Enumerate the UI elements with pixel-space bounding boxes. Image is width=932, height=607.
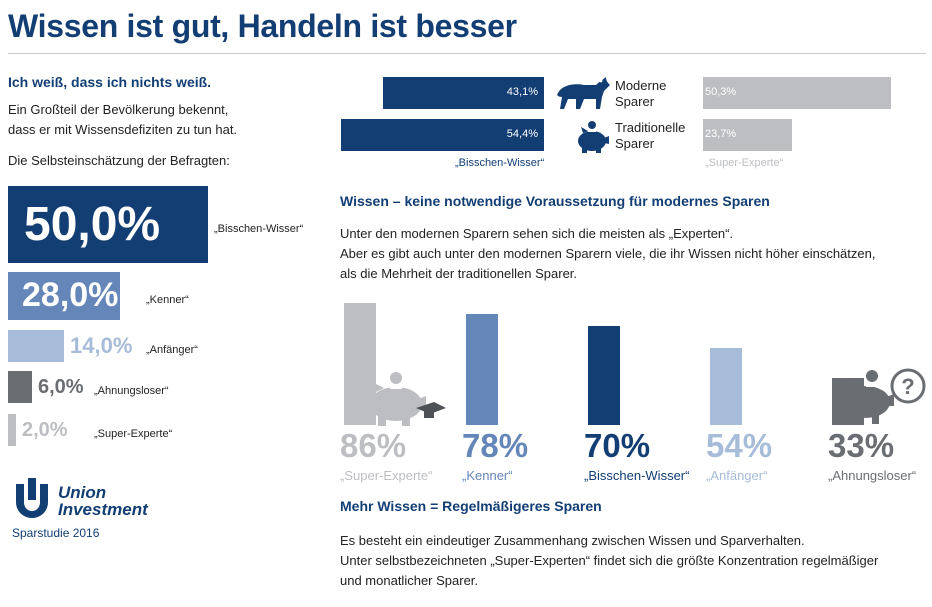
- intro-text-line2: dass er mit Wissensdefiziten zu tun hat.: [8, 122, 238, 137]
- vertical-bar-3: [710, 348, 742, 425]
- compare-value-right-1: 23,7%: [705, 128, 737, 140]
- compare-series-label-0: „Bisschen-Wisser“: [455, 157, 545, 169]
- compare-value-right-0: 50,3%: [705, 86, 737, 98]
- intro-text-line1: Ein Großteil der Bevölkerung bekennt,: [8, 102, 229, 117]
- section-mehr-line2: Unter selbstbezeichneten „Super-Experten…: [340, 553, 879, 568]
- vertical-value-3: 54%: [706, 427, 773, 464]
- section-mehr-heading: Mehr Wissen = Regelmäßigeres Sparen: [340, 498, 602, 514]
- section-mehr-line3: und monatlicher Sparer.: [340, 573, 479, 588]
- piggy-question-icon: ?: [842, 368, 926, 424]
- svg-text:?: ?: [901, 374, 914, 399]
- vertical-label-0: „Super-Experte“: [340, 468, 433, 483]
- section-wissen-line3: als die Mehrheit der traditionellen Spar…: [340, 266, 578, 281]
- vertical-label-4: „Ahnungsloser“: [828, 468, 917, 483]
- compare-bar-left-1: [340, 119, 544, 151]
- section-wissen-line1: Unter den modernen Sparern sehen sich di…: [340, 226, 734, 241]
- self-value-4: 2,0%: [22, 418, 68, 441]
- union-investment-logo: [16, 478, 48, 518]
- page-title: Wissen ist gut, Handeln ist besser: [8, 8, 517, 44]
- vertical-value-2: 70%: [584, 427, 651, 464]
- section-wissen-line2: Aber es gibt auch unter den modernen Spa…: [340, 246, 876, 261]
- compare-series-label-1: „Super-Experte“: [705, 157, 784, 169]
- piggy-bank-icon: [578, 121, 609, 153]
- self-bar-0: [8, 186, 208, 263]
- self-bar-3: [8, 371, 32, 403]
- section-wissen-heading: Wissen – keine notwendige Voraussetzung …: [340, 193, 770, 209]
- compare-group-line2-0: Sparer: [615, 94, 655, 109]
- section-mehr-line1: Es besteht ein eindeutiger Zusammenhang …: [340, 533, 805, 548]
- compare-bar-right-0: [703, 77, 892, 109]
- vertical-value-1: 78%: [462, 427, 529, 464]
- vertical-value-4: 33%: [828, 427, 895, 464]
- vertical-bar-1: [466, 314, 498, 425]
- compare-bar-left-0: [382, 77, 544, 109]
- compare-value-left-1: 54,4%: [506, 128, 538, 140]
- vertical-label-3: „Anfänger“: [706, 468, 768, 483]
- self-bar-2: [8, 330, 64, 362]
- brand-name-line1: Union: [58, 483, 107, 502]
- self-value-3: 6,0%: [38, 375, 84, 398]
- self-label-0: „Bisschen-Wisser“: [214, 222, 304, 235]
- brand-name-line2: Investment: [58, 500, 148, 519]
- intro-question: Die Selbsteinschätzung der Befragten:: [8, 153, 230, 168]
- compare-value-left-0: 43,1%: [506, 86, 538, 98]
- compare-group-line1-0: Moderne: [615, 78, 667, 93]
- self-bar-4: [8, 414, 16, 446]
- bull-icon: [557, 77, 610, 109]
- self-value-0: 50,0%: [24, 197, 161, 251]
- self-label-2: „Anfänger“: [146, 344, 198, 356]
- compare-group-line1-1: Traditionelle: [615, 120, 686, 135]
- self-label-4: „Super-Experte“: [94, 428, 173, 440]
- self-bar-1: [8, 272, 120, 320]
- self-value-1: 28,0%: [22, 276, 119, 315]
- compare-bar-right-1: [703, 119, 792, 151]
- vertical-label-2: „Bisschen-Wisser“: [584, 468, 690, 483]
- self-label-1: „Kenner“: [146, 294, 189, 306]
- intro-heading: Ich weiß, dass ich nichts weiß.: [8, 74, 212, 90]
- self-value-2: 14,0%: [70, 333, 133, 359]
- vertical-value-0: 86%: [340, 427, 407, 464]
- compare-group-line2-1: Sparer: [615, 136, 655, 151]
- vertical-label-1: „Kenner“: [462, 468, 513, 483]
- title-divider: [8, 53, 926, 54]
- piggy-graduate-icon: [370, 372, 446, 426]
- study-label: Sparstudie 2016: [12, 526, 100, 540]
- vertical-bar-2: [588, 325, 620, 425]
- self-label-3: „Ahnungsloser“: [94, 385, 169, 397]
